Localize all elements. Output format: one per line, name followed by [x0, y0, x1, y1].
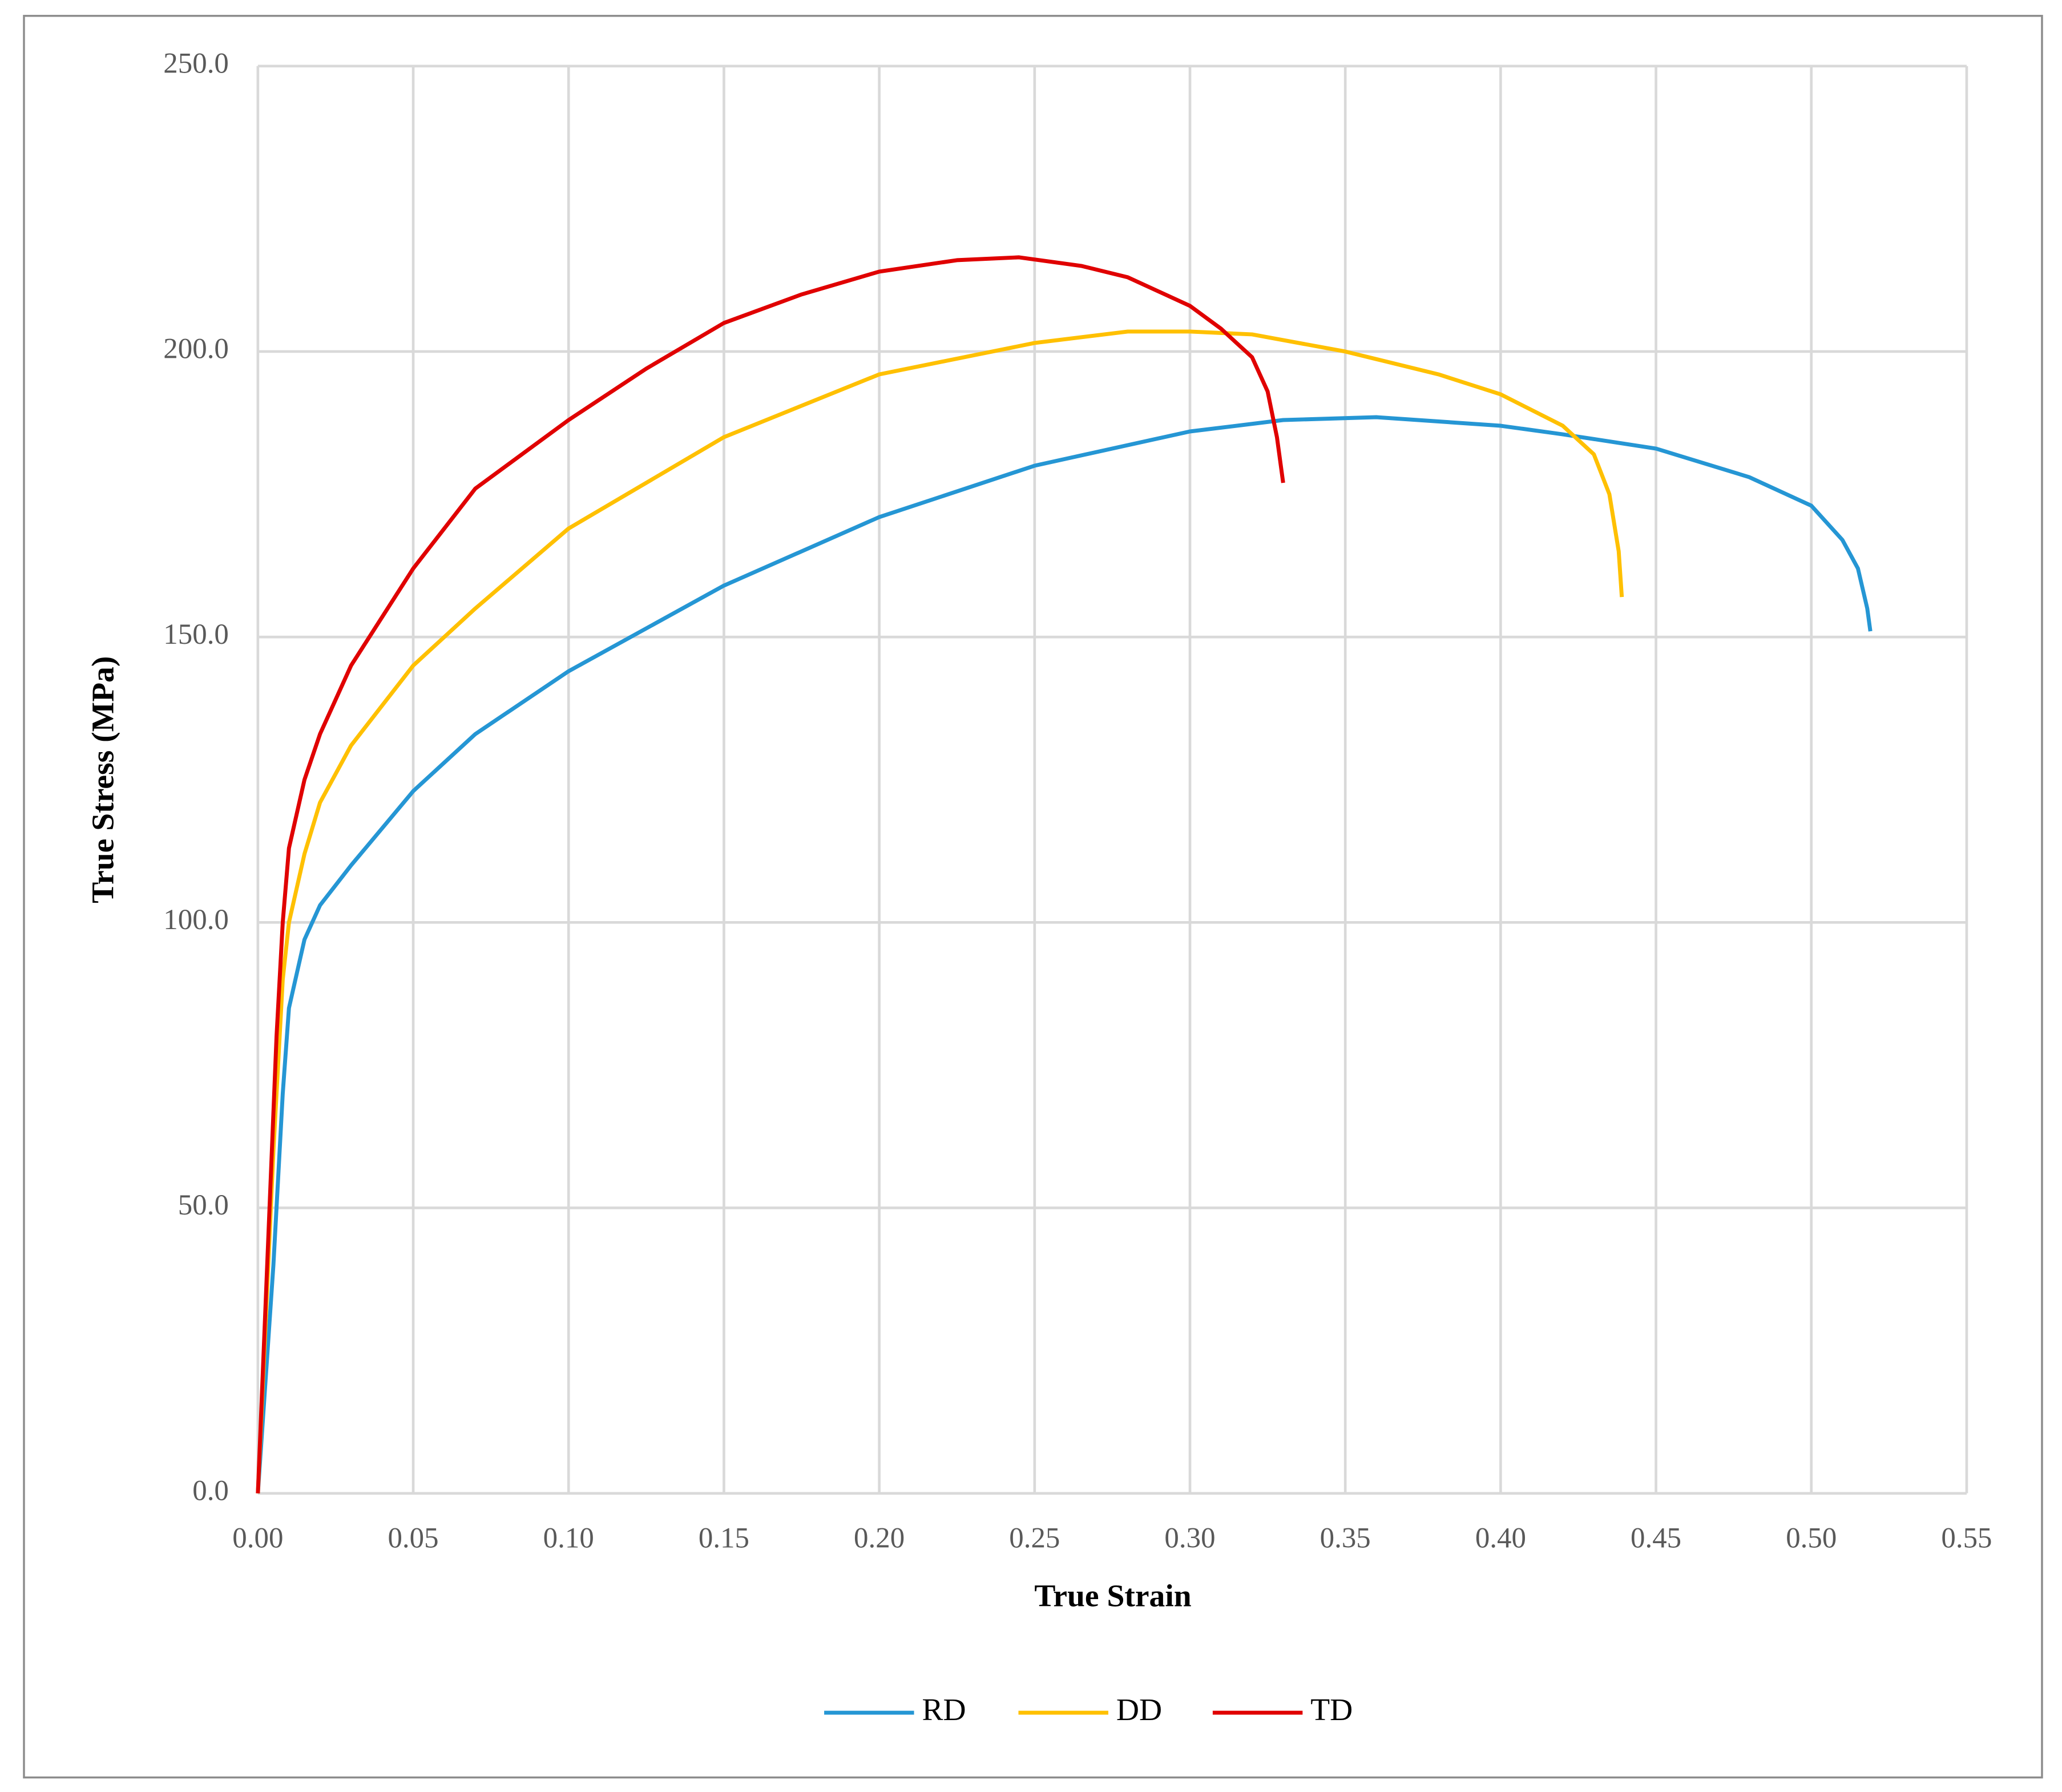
x-tick-label: 0.30: [1164, 1523, 1215, 1555]
legend-label: RD: [922, 1692, 966, 1728]
x-tick-label: 0.00: [232, 1523, 283, 1555]
x-tick-label: 0.20: [854, 1523, 905, 1555]
series-line: [256, 329, 1624, 1494]
y-tick-label: 100.0: [163, 904, 229, 936]
x-tick-label: 0.35: [1320, 1523, 1371, 1555]
x-axis-title: True Strain: [1034, 1579, 1191, 1614]
x-tick-label: 0.50: [1786, 1523, 1837, 1555]
chart-border: [23, 15, 2043, 1779]
x-tick-label: 0.45: [1631, 1523, 1681, 1555]
x-tick-label: 0.25: [1009, 1523, 1060, 1555]
x-tick-label: 0.10: [543, 1523, 594, 1555]
y-tick-label: 0.0: [192, 1475, 229, 1507]
x-tick-label: 0.40: [1475, 1523, 1526, 1555]
y-tick-label: 50.0: [178, 1189, 229, 1221]
x-tick-label: 0.05: [388, 1523, 438, 1555]
y-tick-label: 150.0: [163, 619, 229, 651]
series-line: [256, 255, 1285, 1494]
y-tick-label: 200.0: [163, 333, 229, 365]
x-tick-label: 0.15: [699, 1523, 749, 1555]
legend-label: TD: [1310, 1692, 1353, 1728]
y-axis-title: True Stress (MPa): [85, 656, 120, 903]
series-line: [256, 415, 1873, 1494]
legend-label: DD: [1116, 1692, 1162, 1728]
x-tick-label: 0.55: [1941, 1523, 1992, 1555]
y-tick-label: 250.0: [163, 47, 229, 79]
